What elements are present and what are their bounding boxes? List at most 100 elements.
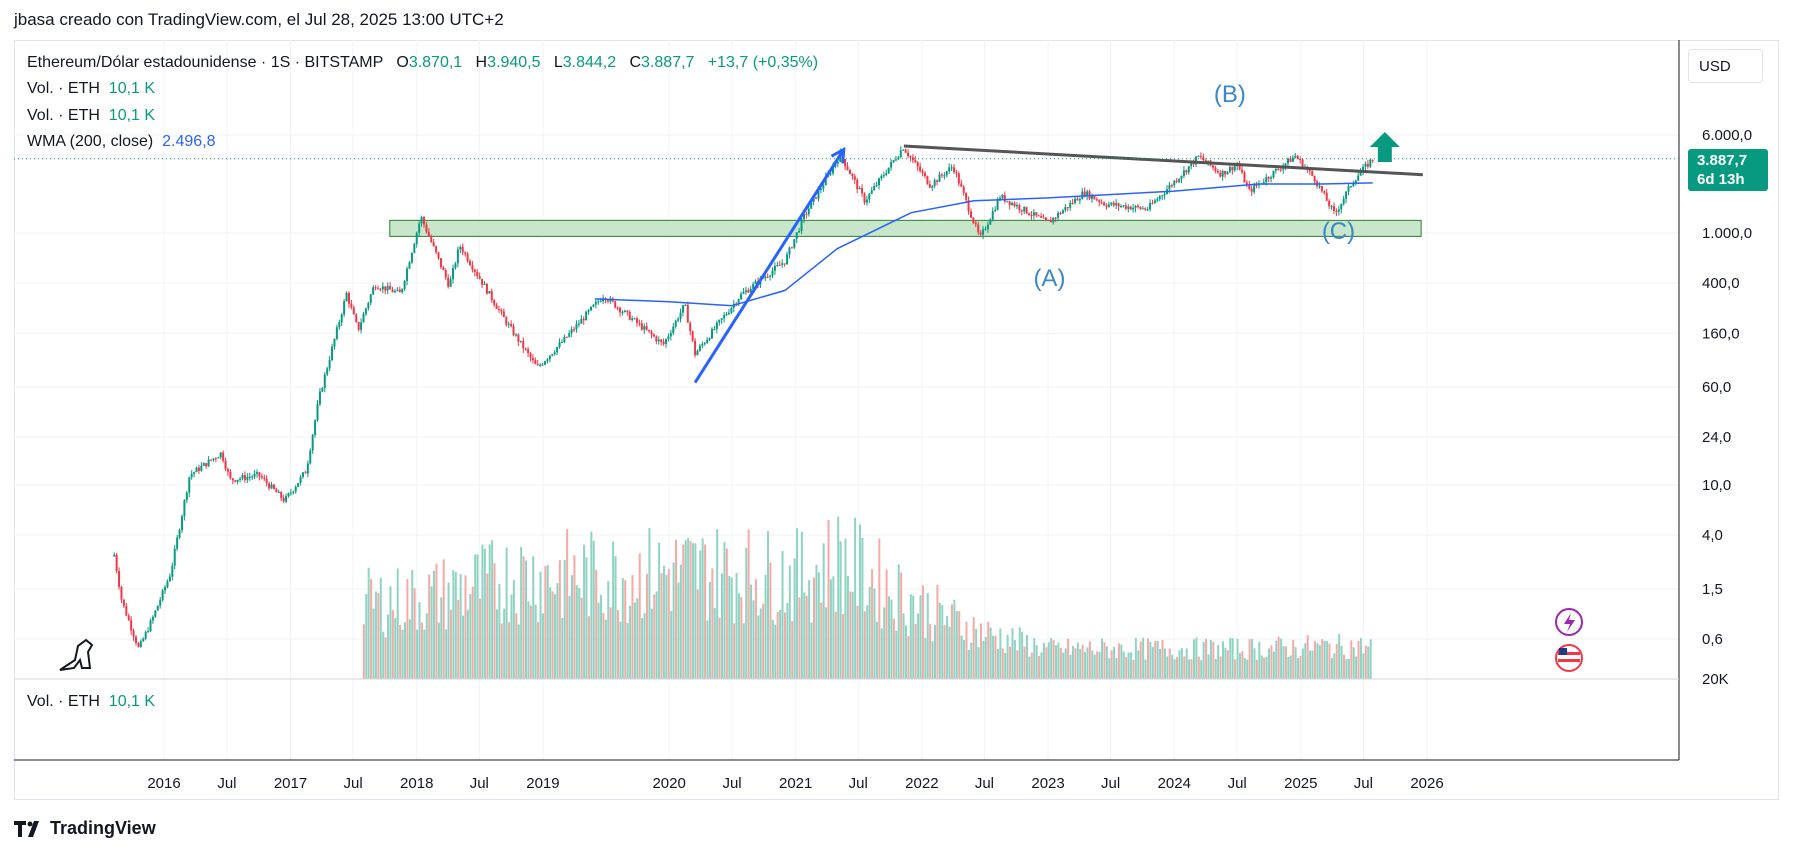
wma-value: 2.496,8 bbox=[162, 133, 216, 150]
candle-body bbox=[938, 174, 941, 182]
wma-legend[interactable]: WMA (200, close) 2.496,8 bbox=[27, 133, 216, 151]
candle-body bbox=[1342, 198, 1345, 204]
volume-bar bbox=[428, 574, 431, 679]
volume-bar bbox=[989, 627, 992, 679]
volume-bar bbox=[754, 579, 757, 679]
volume-bar bbox=[466, 609, 469, 679]
volume-bar bbox=[963, 640, 966, 679]
volume-bar bbox=[1352, 647, 1355, 679]
volume-bar bbox=[1081, 644, 1084, 679]
candle-body bbox=[224, 460, 227, 470]
candle-body bbox=[614, 301, 617, 308]
candle-body bbox=[1197, 155, 1200, 157]
volume-bar bbox=[926, 592, 929, 679]
volume-bar bbox=[522, 556, 525, 679]
volume-bar bbox=[1149, 641, 1152, 679]
candle-body bbox=[519, 340, 522, 342]
price-tick-label: 4,0 bbox=[1702, 527, 1723, 544]
candle-body bbox=[338, 322, 341, 328]
chart-frame[interactable] bbox=[14, 40, 1779, 800]
volume-bar bbox=[1050, 637, 1053, 679]
volume-bar bbox=[1117, 643, 1120, 679]
candle-body bbox=[1023, 206, 1026, 212]
volume-bar bbox=[1260, 655, 1263, 679]
tradingview-logo[interactable]: TradingView bbox=[14, 818, 156, 839]
candle-body bbox=[805, 213, 808, 215]
volume-bar bbox=[740, 597, 743, 679]
volume-bar bbox=[626, 622, 629, 679]
candle-body bbox=[865, 199, 868, 203]
volume-bar bbox=[1180, 648, 1183, 679]
volume-bar bbox=[1318, 645, 1321, 679]
volume-bar bbox=[996, 649, 999, 679]
candle-body bbox=[989, 219, 992, 225]
candle-body bbox=[706, 339, 709, 344]
candle-body bbox=[173, 548, 176, 566]
candle-body bbox=[420, 217, 423, 224]
candle-body bbox=[940, 174, 943, 176]
volume-bar bbox=[837, 516, 840, 679]
volume-bar bbox=[861, 537, 864, 679]
candle-body bbox=[640, 323, 643, 330]
volume-bar bbox=[433, 570, 436, 679]
candle-body bbox=[597, 301, 600, 303]
candle-body bbox=[701, 344, 704, 346]
candle-body bbox=[986, 224, 989, 230]
candle-body bbox=[551, 354, 554, 356]
volume-bar bbox=[551, 591, 554, 679]
candle-body bbox=[1083, 191, 1086, 197]
candle-body bbox=[1044, 217, 1047, 220]
candle-body bbox=[118, 571, 121, 588]
time-tick-label: 2021 bbox=[779, 775, 812, 792]
candle-body bbox=[437, 252, 440, 259]
volume-legend[interactable]: Vol. · ETH 10,1 K bbox=[27, 80, 155, 98]
volume-value: 10,1 K bbox=[108, 693, 156, 710]
volume-bar bbox=[1045, 647, 1048, 679]
candle-body bbox=[1296, 155, 1299, 159]
dinosaur-icon bbox=[59, 638, 94, 671]
candle-body bbox=[1110, 202, 1113, 205]
volume-pane-legend[interactable]: Vol. · ETH 10,1 K bbox=[27, 693, 155, 711]
volume-legend[interactable]: Vol. · ETH 10,1 K bbox=[27, 107, 155, 125]
volume-bar bbox=[1297, 657, 1300, 679]
candle-body bbox=[1151, 203, 1154, 205]
volume-label: Vol. · ETH bbox=[27, 80, 100, 97]
volume-bar bbox=[495, 609, 498, 679]
volume-bar bbox=[619, 621, 622, 679]
volume-bar bbox=[750, 584, 753, 679]
candle-body bbox=[386, 286, 389, 291]
volume-bar bbox=[486, 573, 489, 679]
volume-bar bbox=[1156, 641, 1159, 679]
candle-body bbox=[1103, 202, 1106, 206]
candle-body bbox=[1262, 182, 1265, 184]
candle-body bbox=[858, 187, 861, 190]
volume-bar bbox=[1222, 641, 1225, 679]
candle-body bbox=[360, 322, 363, 330]
candle-body bbox=[1122, 205, 1125, 207]
volume-bar bbox=[1084, 652, 1087, 679]
candle-body bbox=[708, 338, 711, 340]
candle-body bbox=[454, 263, 457, 269]
candle-body bbox=[207, 459, 210, 467]
volume-bar bbox=[902, 613, 905, 679]
candle-body bbox=[314, 420, 317, 435]
candle-body bbox=[1366, 163, 1369, 167]
time-tick-label: Jul bbox=[722, 775, 741, 792]
volume-bar bbox=[1246, 659, 1249, 679]
volume-bar bbox=[561, 618, 564, 679]
candle-body bbox=[633, 318, 636, 320]
volume-bar bbox=[1284, 646, 1287, 679]
candle-body bbox=[1294, 155, 1297, 158]
candle-body bbox=[493, 300, 496, 305]
volume-bar bbox=[832, 576, 835, 679]
currency-selector[interactable]: USD bbox=[1688, 49, 1763, 83]
volume-bar bbox=[929, 623, 932, 679]
candle-body bbox=[711, 328, 714, 339]
candle-body bbox=[812, 197, 815, 202]
candle-body bbox=[427, 231, 430, 237]
volume-bar bbox=[1006, 634, 1009, 679]
candle-body bbox=[1061, 210, 1064, 214]
candle-body bbox=[1337, 209, 1340, 212]
volume-bar bbox=[539, 571, 542, 679]
